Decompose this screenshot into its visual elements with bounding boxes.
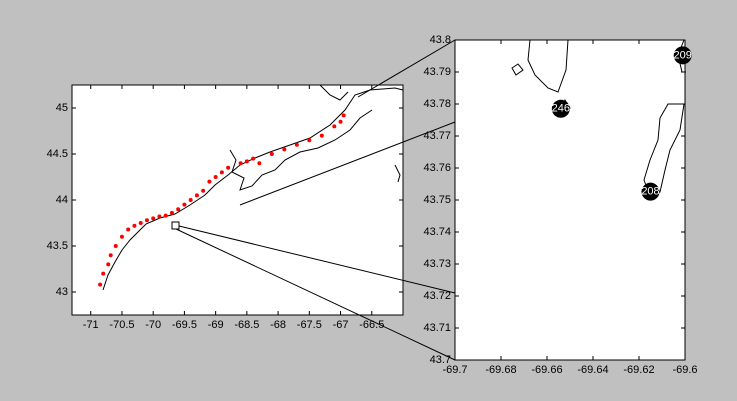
point [108,253,113,258]
left-axes [71,84,404,316]
point-label: 209 [674,49,692,61]
point [269,152,274,156]
y-tick-label: 44.5 [47,148,68,160]
point [194,193,199,198]
x-tick-label: -69.5 [172,319,197,331]
zoom-box [171,221,180,230]
point [132,223,137,228]
x-tick-label: -69 [208,319,224,331]
y-tick-label: 43.72 [423,290,451,302]
y-tick-label: 43.78 [423,98,451,110]
point [226,165,231,170]
x-tick-label: -70 [145,319,161,331]
point [551,99,570,118]
x-tick-label: -69.7 [442,364,467,376]
x-tick-label: -69.6 [672,364,697,376]
point [332,124,337,129]
point [251,156,256,161]
x-tick-label: -69.62 [623,364,654,376]
point [176,207,181,212]
point [169,210,174,215]
point [219,170,224,175]
x-tick-label: -71 [83,319,99,331]
y-tick-label: 43.74 [423,226,451,238]
point [673,46,692,65]
point [151,216,156,221]
point [188,198,193,202]
x-tick-label: -68.5 [234,319,259,331]
point [213,175,218,179]
point [294,142,299,147]
point [113,244,118,248]
x-tick-label: -66.5 [359,319,384,331]
point [207,179,212,184]
x-tick-label: -69.68 [485,364,516,376]
point [307,138,312,143]
point [101,271,106,276]
y-tick-label: 45 [56,102,68,114]
y-tick-label: 43 [56,286,68,298]
y-tick-label: 43.71 [423,322,451,334]
point [98,282,103,287]
point [182,202,187,207]
point [244,159,249,164]
x-tick-label: -70.5 [109,319,134,331]
y-tick-label: 43.7 [430,354,451,366]
point [319,133,324,138]
point [201,188,206,193]
point [119,234,124,239]
x-tick-label: -67 [333,319,349,331]
y-tick-label: 43.5 [47,240,68,252]
point [144,218,149,223]
point [126,227,131,232]
point [138,221,143,225]
point [157,214,162,219]
right-axes [454,39,686,361]
x-tick-label: -68 [270,319,286,331]
y-tick-label: 44 [56,194,68,206]
x-tick-label: -69.66 [531,364,562,376]
x-tick-label: -67.5 [297,319,322,331]
point-label: 246 [552,103,570,115]
point [106,262,111,267]
connectors [175,39,456,361]
y-tick-label: 43.75 [423,194,451,206]
point [341,113,346,118]
y-tick-label: 43.73 [423,258,451,270]
y-tick-label: 43.76 [423,162,451,174]
point [163,213,168,218]
point [641,182,660,201]
point-label: 208 [641,186,659,198]
point [338,119,343,124]
point [282,147,287,152]
y-tick-label: 43.8 [430,34,451,46]
point [257,161,262,166]
y-tick-label: 43.77 [423,130,451,142]
x-tick-label: -69.64 [577,364,608,376]
y-tick-label: 43.79 [423,66,451,78]
point [238,161,243,166]
